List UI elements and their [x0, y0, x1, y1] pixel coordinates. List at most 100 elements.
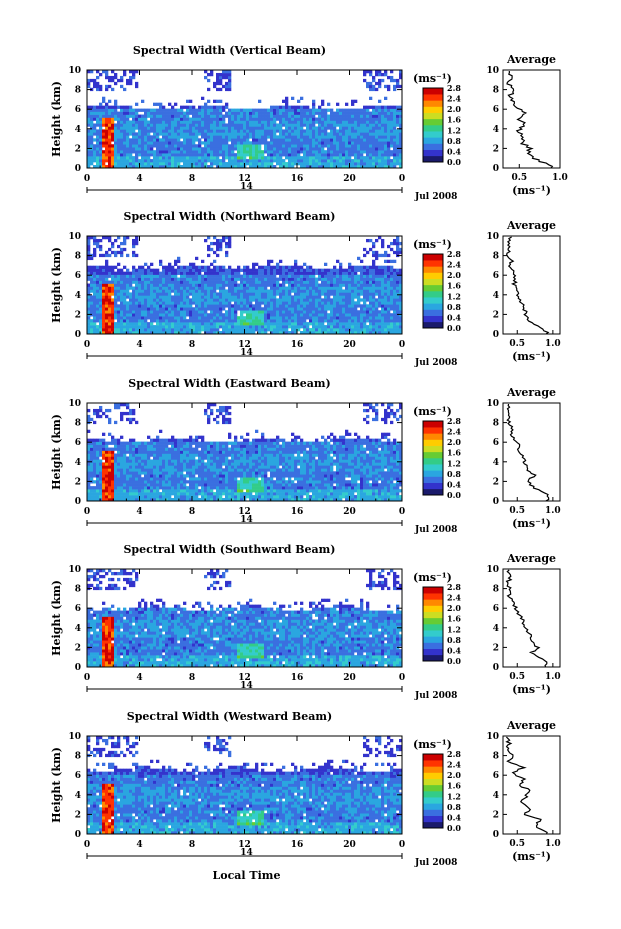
heatmap-cell	[204, 313, 208, 317]
heatmap-cell	[108, 162, 112, 166]
heatmap-cell	[174, 156, 178, 160]
heatmap-cell	[120, 322, 124, 326]
heatmap-cell	[192, 138, 196, 142]
heatmap-cell	[231, 108, 235, 112]
colorbar-tick-label: 0.0	[447, 157, 461, 167]
heatmap-cell	[291, 313, 295, 317]
heatmap-cell	[168, 147, 172, 151]
heatmap-cell	[237, 304, 241, 308]
heatmap-cell	[96, 123, 100, 127]
heatmap-cell	[150, 162, 154, 166]
heatmap-cell	[336, 295, 340, 299]
heatmap-cell	[396, 108, 400, 112]
heatmap-cell	[291, 322, 295, 326]
heatmap-cell	[342, 331, 346, 335]
heatmap-cell	[213, 259, 217, 264]
heatmap-cell	[222, 304, 226, 308]
heatmap-cell	[87, 310, 91, 314]
heatmap-cell	[261, 153, 265, 157]
heatmap-cell	[348, 150, 352, 154]
heatmap-cell	[102, 165, 106, 169]
heatmap-cell	[261, 286, 265, 290]
heatmap-cell	[135, 135, 139, 139]
heatmap-cell	[87, 165, 91, 169]
heatmap-cell	[228, 310, 232, 314]
heatmap-cell	[357, 292, 361, 296]
heatmap-cell	[228, 84, 232, 89]
heatmap-cell	[393, 165, 397, 169]
heatmap-cell	[348, 286, 352, 290]
heatmap-cell	[369, 138, 373, 142]
heatmap-cell	[150, 114, 154, 118]
heatmap-cell	[132, 129, 136, 133]
heatmap-cell	[306, 105, 310, 109]
heatmap-cell	[144, 304, 148, 308]
heatmap-cell	[180, 268, 184, 272]
heatmap-cell	[294, 156, 298, 160]
heatmap-cell	[150, 262, 154, 266]
heatmap-cell	[375, 238, 379, 243]
heatmap-cell	[126, 319, 130, 323]
heatmap-cell	[333, 283, 337, 287]
heatmap-cell	[168, 307, 172, 311]
heatmap-cell	[315, 298, 319, 302]
heatmap-cell	[183, 301, 187, 305]
heatmap-cell	[273, 307, 277, 311]
heatmap-cell	[159, 153, 163, 157]
heatmap-cell	[126, 268, 130, 272]
heatmap-cell	[123, 236, 127, 240]
heatmap-cell	[117, 114, 121, 118]
heatmap-cell	[180, 165, 184, 169]
heatmap-cell	[102, 123, 106, 127]
heatmap-cell	[324, 162, 328, 166]
heatmap-cell	[261, 268, 265, 272]
heatmap-cell	[207, 322, 211, 326]
heatmap-cell	[111, 280, 115, 284]
heatmap-cell	[348, 144, 352, 148]
heatmap-cell	[90, 295, 94, 299]
heatmap-cell	[183, 135, 187, 139]
heatmap-cell	[186, 159, 190, 163]
heatmap-cell	[99, 307, 103, 311]
heatmap-cell	[327, 120, 331, 124]
heatmap-cell	[123, 111, 127, 115]
heatmap-cell	[204, 165, 208, 169]
heatmap-cell	[366, 310, 370, 314]
heatmap-cell	[195, 153, 199, 157]
heatmap-cell	[90, 138, 94, 142]
heatmap-cell	[225, 135, 229, 139]
heatmap-cell	[222, 72, 226, 77]
heatmap-cell	[384, 250, 388, 255]
heatmap-cell	[261, 322, 265, 326]
heatmap-cell	[177, 289, 181, 293]
heatmap-cell	[297, 307, 301, 311]
heatmap-cell	[228, 87, 232, 92]
heatmap-cell	[99, 313, 103, 317]
heatmap-cell	[384, 162, 388, 166]
heatmap-cell	[201, 274, 205, 278]
heatmap-cell	[87, 325, 91, 329]
heatmap-cell	[186, 123, 190, 127]
heatmap-cell	[120, 162, 124, 166]
heatmap-cell	[315, 316, 319, 320]
heatmap-cell	[312, 328, 316, 332]
heatmap-cell	[138, 289, 142, 293]
heatmap-cell	[174, 144, 178, 148]
heatmap-cell	[396, 310, 400, 314]
heatmap-cell	[264, 135, 268, 139]
heatmap-cell	[360, 331, 364, 335]
heatmap-cell	[177, 259, 181, 264]
heatmap-cell	[399, 274, 403, 278]
heatmap-cell	[345, 325, 349, 329]
heatmap-cell	[186, 144, 190, 148]
heatmap-cell	[237, 153, 241, 157]
heatmap-cell	[135, 286, 139, 290]
heatmap-cell	[168, 268, 172, 272]
heatmap-cell	[366, 325, 370, 329]
heatmap-cell	[129, 286, 133, 290]
heatmap-cell	[324, 138, 328, 142]
heatmap-cell	[276, 135, 280, 139]
heatmap-cell	[321, 114, 325, 118]
heatmap-cell	[300, 117, 304, 121]
heatmap-cell	[156, 114, 160, 118]
